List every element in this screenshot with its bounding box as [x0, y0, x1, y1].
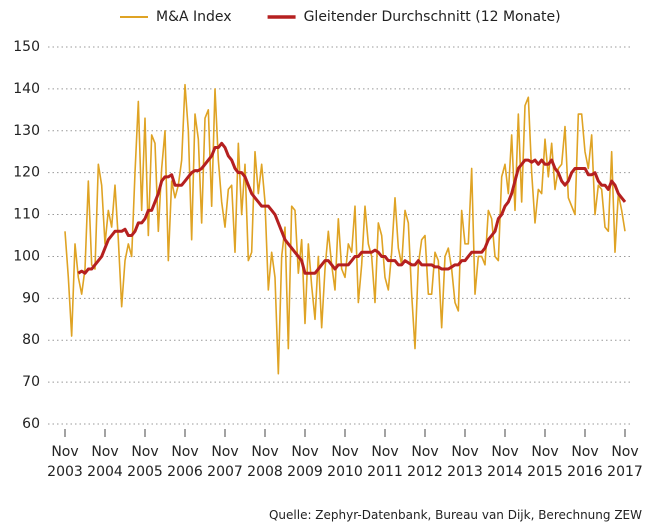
y-tick-label: 80 — [22, 332, 40, 348]
y-tick-label: 110 — [13, 207, 40, 223]
y-tick-label: 70 — [22, 374, 40, 390]
legend-label: Gleitender Durchschnitt (12 Monate) — [304, 9, 561, 25]
x-tick-label: Nov 2017 — [607, 444, 643, 480]
y-tick-label: 90 — [22, 290, 40, 306]
x-tick-label: Nov 2012 — [407, 444, 443, 480]
x-tick-label: Nov 2015 — [527, 444, 563, 480]
x-tick-label: Nov 2011 — [367, 444, 403, 480]
x-tick-label: Nov 2009 — [287, 444, 323, 480]
legend-label: M&A Index — [156, 9, 232, 25]
y-tick-label: 60 — [22, 416, 40, 432]
x-tick-label: Nov 2005 — [127, 444, 163, 480]
y-tick-label: 150 — [13, 39, 40, 55]
y-tick-label: 130 — [13, 123, 40, 139]
y-tick-label: 120 — [13, 165, 40, 181]
x-tick-label: Nov 2003 — [47, 444, 83, 480]
series-line — [64, 83, 626, 375]
x-tick-label: Nov 2014 — [487, 444, 523, 480]
series-line — [77, 141, 627, 275]
source: Quelle: Zephyr-Datenbank, Bureau van Dij… — [268, 508, 642, 522]
x-tick-label: Nov 2016 — [567, 444, 603, 480]
x-tick-label: Nov 2004 — [87, 444, 123, 480]
x-tick-label: Nov 2006 — [167, 444, 203, 480]
x-tick-label: Nov 2008 — [247, 444, 283, 480]
y-tick-label: 140 — [13, 81, 40, 97]
x-tick-label: Nov 2013 — [447, 444, 483, 480]
x-tick-label: Nov 2010 — [327, 444, 363, 480]
x-tick-label: Nov 2007 — [207, 444, 243, 480]
y-tick-label: 100 — [13, 248, 40, 264]
